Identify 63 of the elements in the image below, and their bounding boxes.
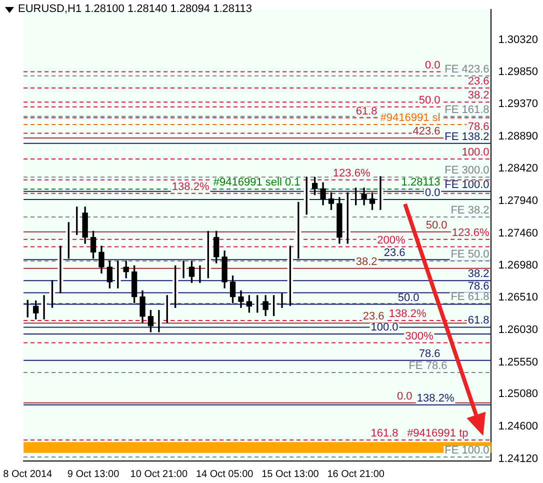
annotation: 78.6 (468, 280, 490, 292)
annotation: 61.8 (356, 105, 378, 118)
annotation: 78.6 (418, 348, 440, 360)
annotation: 23.6 (384, 247, 406, 260)
x-tick-label: 16 Oct 21:00 (327, 468, 385, 480)
y-tick-label: 1.27940 (498, 194, 538, 207)
y-tick-label: 1.26510 (498, 292, 538, 304)
annotation: 38.2 (468, 90, 490, 102)
ref-line-label: FE 161.8 (444, 104, 490, 116)
ref-line-label: FE 423.6 (444, 63, 490, 76)
y-tick-label: 1.26030 (498, 324, 538, 336)
annotation: 23.6 (362, 310, 384, 323)
y-tick-label: 1.28890 (498, 130, 538, 143)
y-tick-label: 1.29370 (498, 98, 538, 110)
x-tick-label: 10 Oct 21:00 (130, 468, 188, 480)
y-tick-label: 1.24120 (498, 453, 538, 466)
ref-line-label: FE 138.2 (444, 130, 490, 143)
annotation: 138.2% (172, 180, 210, 193)
ref-line-label: FE 38.2 (450, 204, 490, 217)
x-tick-label: 14 Oct 05:00 (196, 468, 254, 480)
annotation: 123.6% (452, 226, 490, 239)
ref-line-label: FE 100.0 (444, 178, 490, 191)
annotation: #9416991 sell 0.1 (213, 176, 300, 189)
annotation: 0.0 (396, 390, 412, 402)
chart-title: EURUSD,H1 1.28100 1.28140 1.28094 1.28113 (18, 3, 252, 15)
y-tick-label: 1.29850 (498, 66, 538, 78)
annotation: 138.2% (388, 308, 426, 320)
y-tick-label: 1.27460 (498, 227, 538, 240)
annotation: 100.0 (370, 321, 398, 334)
annotation: 61.8 (468, 314, 490, 327)
y-tick-label: 1.28420 (498, 162, 538, 174)
annotation: 23.6 (468, 76, 490, 88)
y-tick-label: 1.26980 (498, 260, 538, 272)
annotation: 50.0 (398, 292, 420, 304)
annotation: 138.2% (416, 392, 454, 404)
ref-line-label: FE 300.0 (444, 164, 490, 177)
ref-line-label: FE 61.8 (450, 291, 490, 304)
annotation: 423.6 (412, 126, 440, 138)
y-tick-label: 1.25080 (498, 388, 538, 400)
x-tick-label: 15 Oct 13:00 (262, 468, 320, 480)
ref-line-label: FE 100.0 (444, 444, 490, 456)
ref-line-label: FE 78.6 (408, 360, 448, 372)
y-tick-label: 1.25550 (498, 356, 538, 368)
x-tick-label: 8 Oct 2014 (3, 468, 53, 480)
y-tick-label: 1.30320 (498, 34, 538, 46)
annotation: 0.0 (424, 187, 440, 200)
annotation: 50.0 (426, 219, 448, 232)
annotation: 200% (377, 234, 406, 246)
x-tick-label: 9 Oct 13:00 (67, 468, 120, 480)
annotation: 50.0 (418, 94, 440, 106)
annotation: 78.6 (468, 120, 490, 133)
annotation: 123.6% (332, 167, 370, 180)
ref-line-label: FE 50.0 (450, 248, 490, 261)
annotation: 161.8 (370, 428, 398, 440)
ref-line-label: 1.28113 (401, 176, 440, 189)
annotation: 100.0 (462, 146, 490, 158)
annotation: 38.2 (468, 268, 490, 280)
annotation: 38.2 (356, 256, 378, 268)
y-tick-label: 1.24600 (498, 420, 538, 433)
annotation: 300% (405, 330, 434, 342)
annotation: #9416991 sl (380, 112, 440, 124)
annotation: #9416991 tp (407, 428, 468, 440)
annotation: 0.0 (424, 59, 440, 72)
